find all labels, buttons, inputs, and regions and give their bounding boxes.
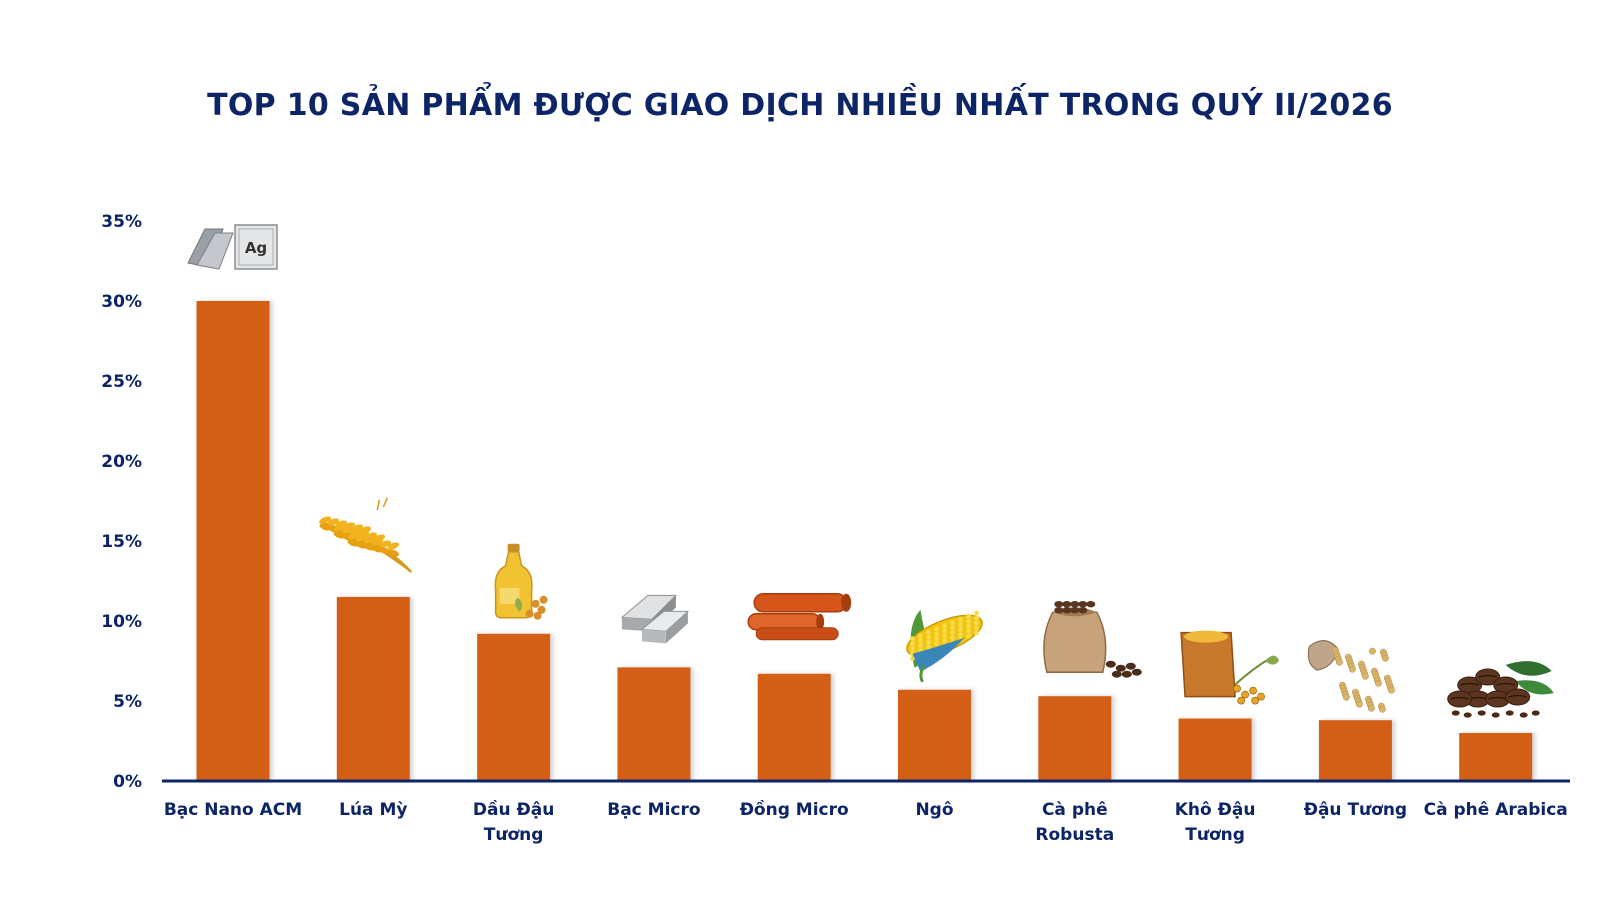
- category-label: Khô Đậu Tương: [1175, 800, 1256, 845]
- bar: [477, 633, 551, 781]
- category-label: Đồng Micro: [740, 799, 849, 820]
- soybean-sack-icon: [1307, 640, 1395, 713]
- category-label: Dầu Đậu Tương: [473, 799, 554, 845]
- y-tick-label: 0%: [113, 772, 142, 792]
- bar: [336, 597, 410, 781]
- bar: [757, 673, 831, 781]
- coffee-sack-icon: [1043, 601, 1142, 678]
- wheat-icon: [319, 497, 413, 573]
- category-label: Cà phê Arabica: [1424, 800, 1568, 820]
- bar: [1459, 733, 1533, 781]
- y-tick-label: 5%: [113, 692, 142, 712]
- bar: [1178, 718, 1252, 781]
- bar: [1318, 720, 1392, 781]
- category-label: Lúa Mỳ: [339, 800, 407, 820]
- bar: [898, 689, 971, 781]
- y-tick-label: 30%: [101, 292, 142, 312]
- bar: [1038, 696, 1112, 781]
- y-tick-label: 25%: [101, 372, 142, 392]
- category-label: Bạc Micro: [607, 800, 700, 820]
- category-label: Cà phê Robusta: [1035, 800, 1114, 845]
- bar: [196, 301, 270, 781]
- y-tick-label: 10%: [101, 612, 142, 632]
- category-label: Ngô: [915, 800, 953, 820]
- corn-icon: [906, 609, 983, 683]
- chart-title: TOP 10 SẢN PHẨM ĐƯỢC GIAO DỊCH NHIỀU NHẤ…: [207, 88, 1393, 123]
- soybean-oil-icon: [494, 543, 548, 620]
- silver-bar-icon: [620, 594, 690, 644]
- bar: [617, 667, 691, 781]
- silver-bars-icon: Ag: [187, 224, 278, 270]
- copper-pipes-icon: [747, 593, 852, 641]
- coffee-beans-icon: [1447, 661, 1554, 718]
- svg-text:Ag: Ag: [245, 239, 267, 257]
- y-tick-label: 20%: [101, 452, 142, 472]
- category-label: Đậu Tương: [1304, 800, 1407, 820]
- category-label: Bạc Nano ACM: [164, 800, 302, 820]
- y-tick-label: 35%: [101, 212, 142, 232]
- y-tick-label: 15%: [101, 532, 142, 552]
- soybean-meal-sack-icon: [1180, 630, 1280, 705]
